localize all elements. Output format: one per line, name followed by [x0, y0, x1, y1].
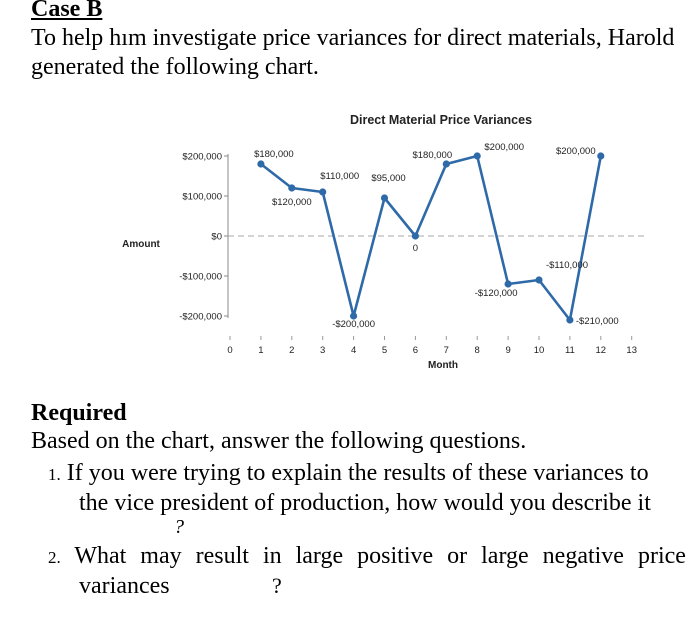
question-1-text-line2: the vice president of production, how wo…: [79, 490, 651, 516]
data-point: [473, 152, 481, 160]
data-label: 0: [413, 243, 418, 254]
question-1-text-line1: If you were trying to explain the result…: [66, 460, 649, 486]
x-tick-label: 4: [351, 345, 356, 356]
data-label: -$120,000: [475, 288, 518, 299]
data-label: $95,000: [371, 173, 405, 184]
x-tick-label: 0: [227, 345, 232, 356]
x-tick-label: 6: [413, 345, 418, 356]
y-tick-label: -$200,000: [179, 312, 222, 323]
question-2: 2. What may result in large positive or …: [48, 541, 686, 573]
series-line: [260, 154, 603, 322]
data-point: [597, 152, 605, 160]
data-label: $120,000: [272, 197, 312, 208]
x-tick-label: 13: [626, 345, 637, 356]
price-variance-chart: Direct Material Price Variances Amount Mon…: [122, 113, 648, 371]
data-point: [535, 276, 543, 284]
x-tick-label: 7: [444, 345, 449, 356]
data-point: [257, 160, 265, 168]
y-axis-label: Amount: [122, 239, 160, 250]
x-tick-label: 2: [289, 345, 294, 356]
x-tick-label: 5: [382, 345, 387, 356]
data-point: [380, 194, 389, 202]
data-point: [288, 184, 296, 192]
question-1-number: 1.: [48, 465, 61, 484]
data-point: [350, 312, 358, 320]
question-1-mark: ?: [174, 516, 184, 538]
question-2-number: 2.: [48, 548, 61, 567]
y-tick-label: -$100,000: [179, 272, 222, 283]
data-label: $110,000: [320, 171, 359, 182]
data-label: $200,000: [556, 146, 596, 157]
x-tick-label: 3: [320, 345, 325, 356]
y-tick-label: $200,000: [182, 152, 222, 163]
data-point: [442, 160, 450, 168]
required-description: Based on the chart, answer the following…: [31, 428, 527, 454]
x-tick-label: 12: [596, 345, 607, 356]
chart-title: Direct Material Price Variances: [350, 113, 532, 127]
data-label: $180,000: [412, 150, 452, 161]
x-tick-label: 9: [505, 345, 510, 356]
data-label: -$110,000: [546, 260, 588, 271]
x-axis-label: Month: [428, 360, 458, 371]
data-label: -$200,000: [332, 319, 375, 330]
data-point: [566, 316, 574, 324]
data-point: [319, 188, 327, 196]
required-heading: Required: [31, 400, 127, 426]
x-tick-label: 10: [534, 345, 545, 356]
data-point: [504, 280, 512, 288]
data-label: -$210,000: [576, 316, 619, 327]
question-1: 1. If you were trying to explain the res…: [48, 458, 649, 490]
case-title: Case B: [31, 0, 103, 22]
data-label: $180,000: [254, 149, 294, 160]
question-2-text-line2: variances: [79, 573, 170, 599]
x-tick-label: 1: [258, 345, 263, 356]
question-2-mark: ?: [272, 573, 282, 598]
y-tick-label: $0: [211, 232, 222, 243]
data-point: [411, 232, 419, 240]
case-intro: To help hım investigate price variances …: [31, 25, 675, 80]
x-tick-label: 11: [565, 345, 575, 356]
x-tick-label: 8: [475, 345, 480, 356]
data-label: $200,000: [484, 142, 524, 153]
y-tick-label: $100,000: [182, 192, 222, 203]
question-2-text-line1: What may result in large positive or lar…: [74, 543, 686, 569]
